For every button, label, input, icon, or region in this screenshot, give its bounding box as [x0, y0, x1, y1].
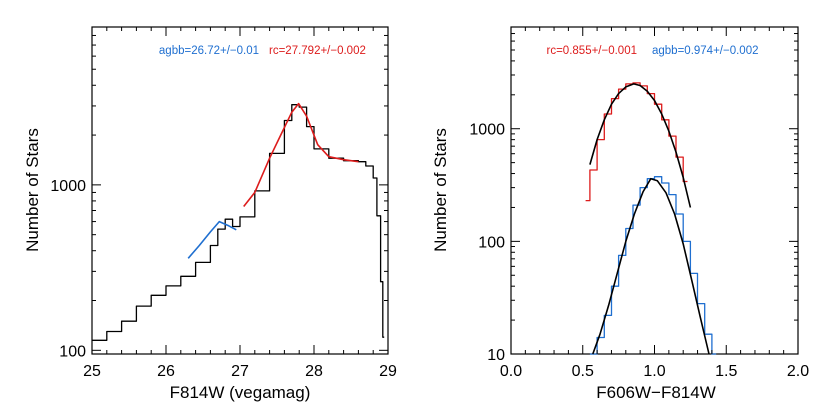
x-tick-label: 27: [231, 363, 249, 380]
tick-group: 25 26 27 28 29 100 1000: [50, 26, 397, 380]
x-tick-label: 29: [379, 363, 397, 380]
y-axis-label: Number of Stars: [23, 128, 42, 252]
x-tick-label: 1.5: [715, 363, 737, 380]
x-tick-label: 2.0: [787, 363, 809, 380]
series-2-fit-line: [243, 102, 359, 207]
series-2-histogram-line: [589, 176, 717, 355]
series-1-fit-line: [589, 83, 692, 208]
y-tick-label: 1000: [50, 178, 86, 195]
series-group: [92, 102, 385, 341]
series-group: [585, 82, 717, 355]
color-histogram-panel: 0.0 0.5 1.0 1.5 2.0 10 100 1000 F606W−F814W Num…: [431, 26, 809, 402]
x-tick-label: 0.0: [500, 363, 522, 380]
magnitude-histogram-panel: 25 26 27 28 29 100 1000 F814W (vegamag) Number…: [23, 26, 397, 402]
y-tick-label: 1000: [469, 122, 505, 139]
y-tick-label: 100: [59, 343, 86, 360]
y-axis-label: Number of Stars: [431, 128, 450, 252]
x-tick-label: 0.5: [572, 363, 594, 380]
plot-frame: [510, 26, 799, 355]
annotation-agbb: agbb=26.72+/−0.01: [159, 45, 259, 57]
x-tick-label: 26: [157, 363, 175, 380]
x-tick-label: 25: [83, 363, 101, 380]
tick-group: 0.0 0.5 1.0 1.5 2.0 10 100 1000: [469, 26, 809, 380]
x-axis-label: F814W (vegamag): [170, 383, 311, 402]
y-tick-label: 10: [487, 347, 505, 364]
y-tick-label: 100: [478, 234, 505, 251]
annotation-rc: rc=0.855+/−0.001: [547, 45, 637, 57]
x-tick-label: 1.0: [643, 363, 665, 380]
annotation-rc: rc=27.792+/−0.002: [269, 45, 366, 57]
series-3-fit-line: [592, 177, 710, 355]
plot-frame: [91, 26, 389, 355]
x-axis-label: F606W−F814W: [596, 383, 716, 402]
series-0-histogram-line: [92, 104, 385, 341]
x-tick-label: 28: [305, 363, 323, 380]
series-1-fit-line: [187, 220, 237, 259]
annotation-agbb: agbb=0.974+/−0.002: [652, 45, 758, 57]
